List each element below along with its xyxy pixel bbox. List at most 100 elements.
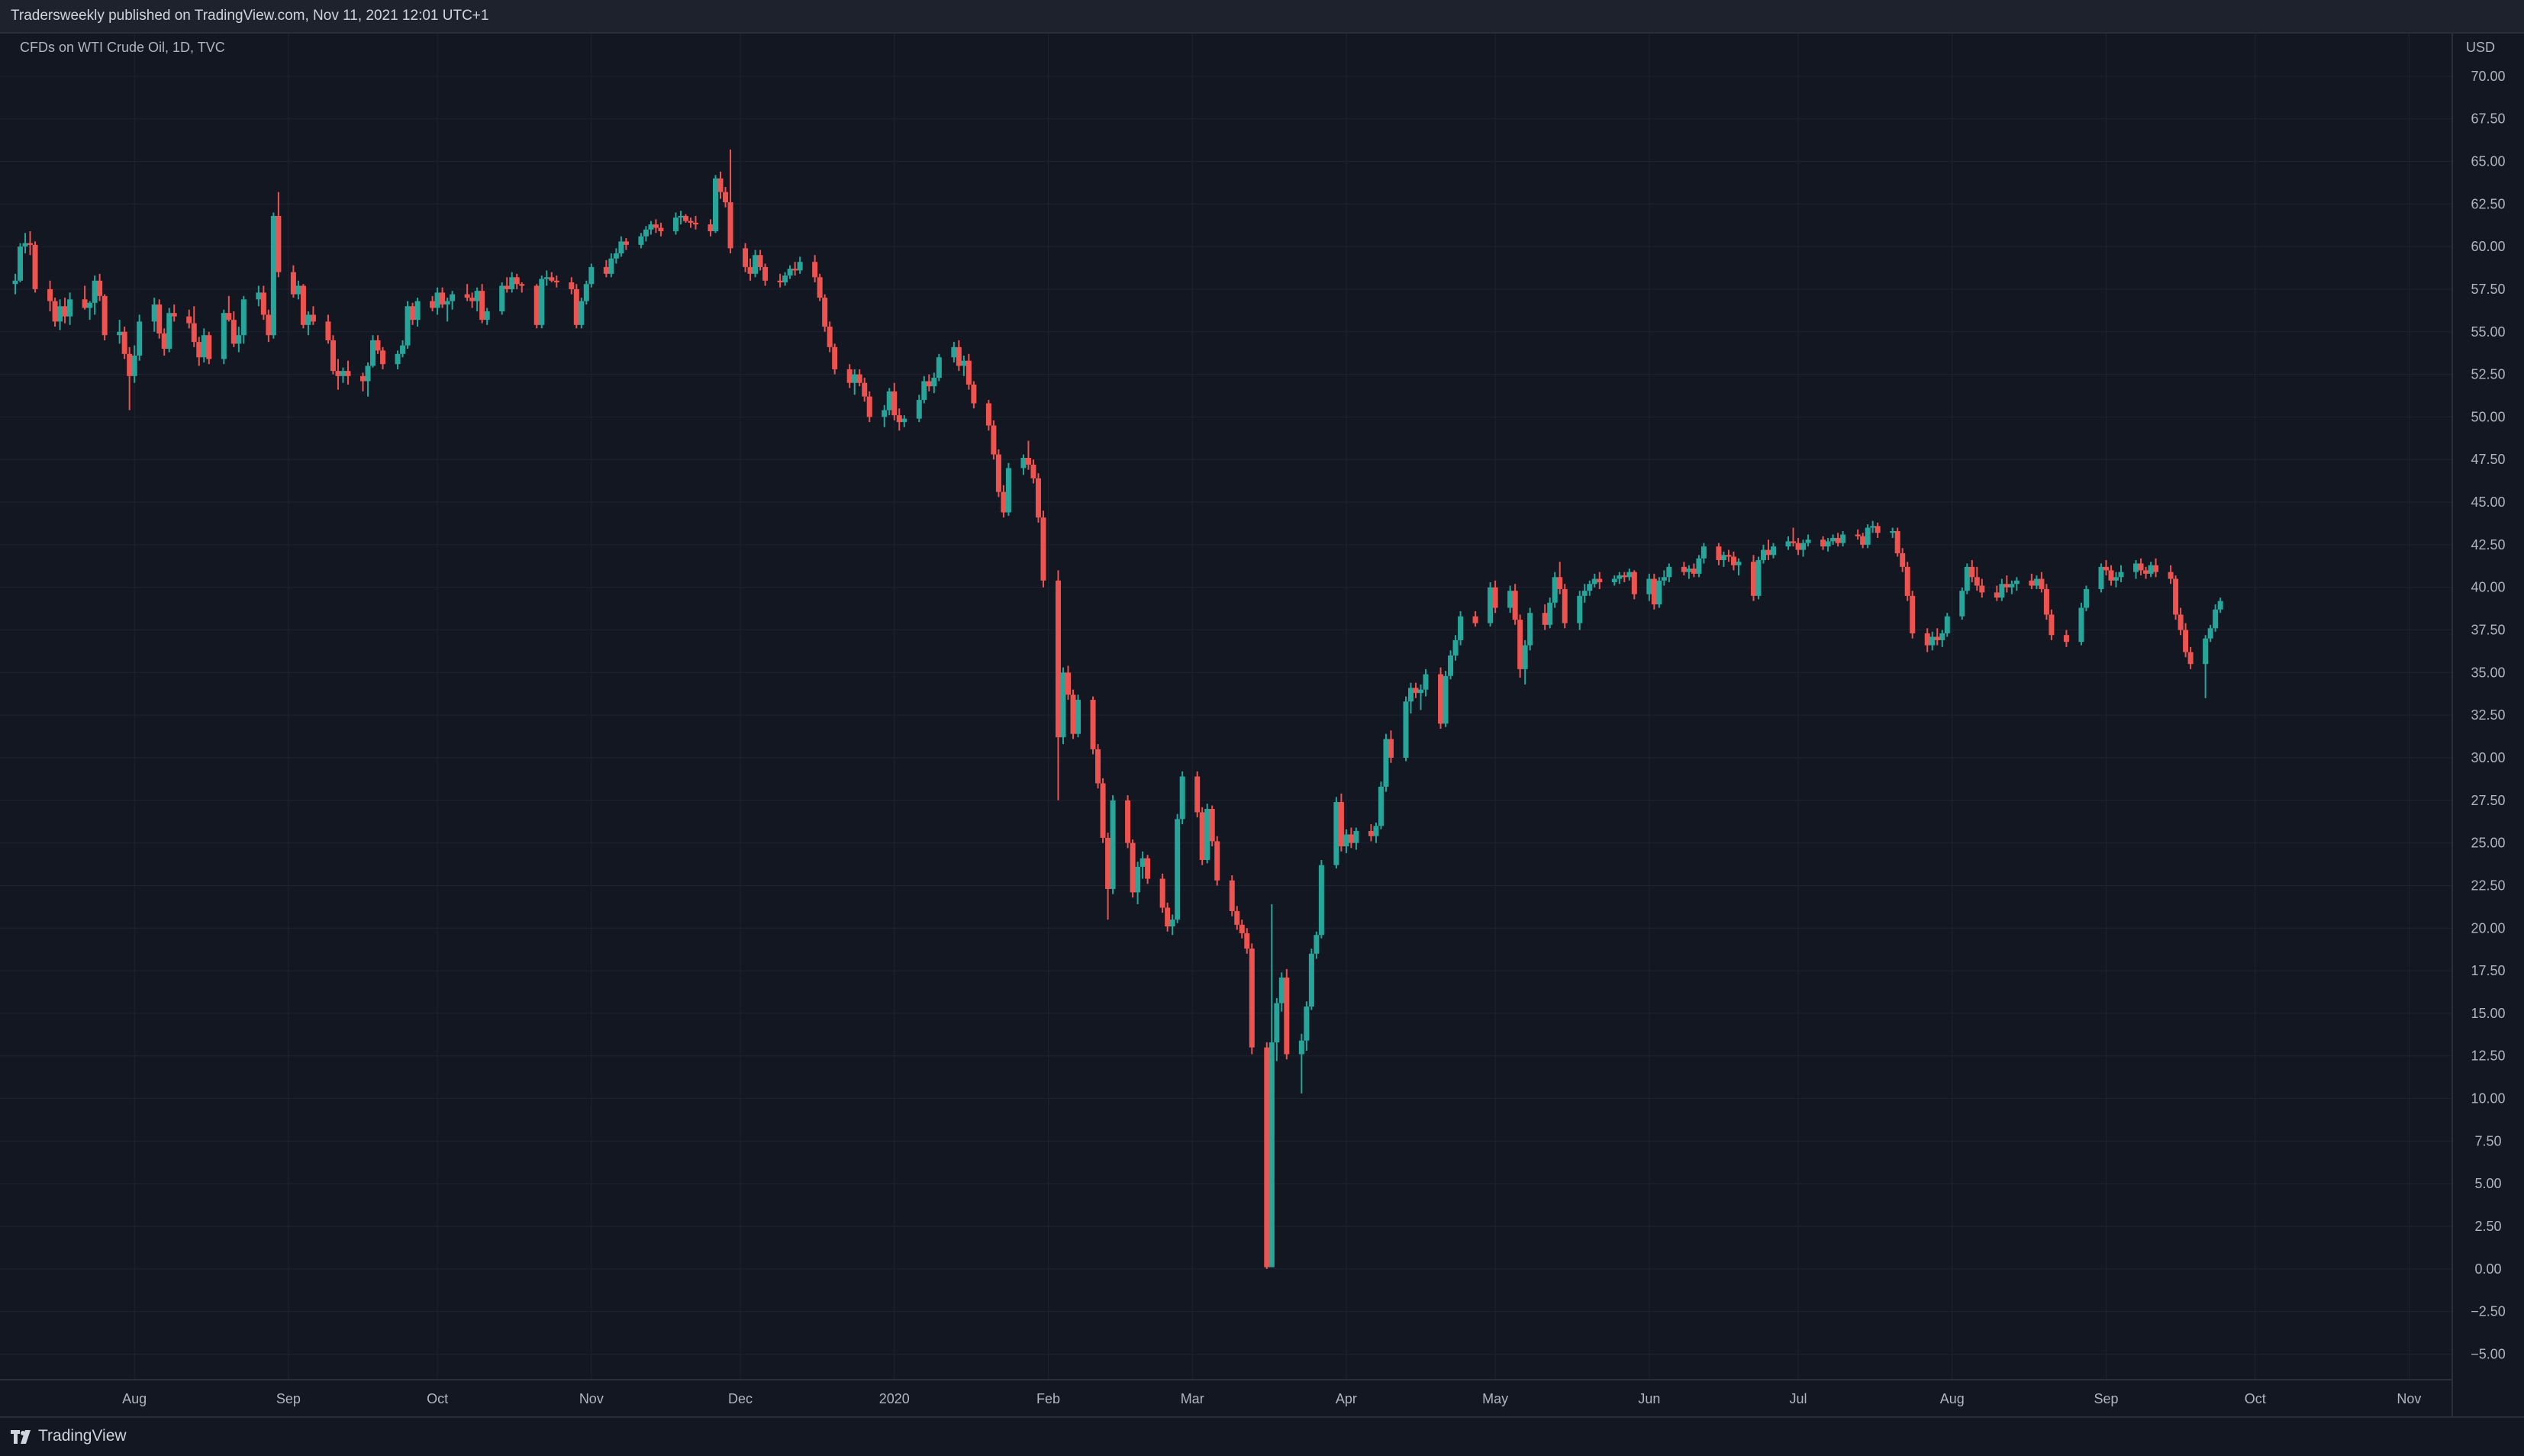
- candle-up: [1929, 631, 1936, 651]
- candle-down: [330, 335, 336, 375]
- candle-body: [1070, 694, 1076, 734]
- candle-body: [290, 272, 296, 295]
- candle-body: [52, 301, 58, 322]
- candle-body: [1591, 578, 1597, 585]
- candle-down: [519, 282, 525, 293]
- candle-body: [1840, 534, 1846, 543]
- price-tick-label: 37.50: [2471, 623, 2505, 638]
- candle-body: [812, 262, 818, 278]
- candle-body: [1209, 808, 1215, 842]
- candle-down: [1214, 836, 1220, 886]
- candle-body: [1035, 478, 1041, 518]
- candle-body: [1581, 591, 1588, 596]
- candle-body: [405, 306, 411, 346]
- candle-body: [891, 391, 898, 416]
- time-tick-label: Nov: [2397, 1391, 2421, 1406]
- candle-body: [1110, 800, 1116, 889]
- candle-body: [588, 266, 595, 285]
- candle-body: [87, 302, 93, 308]
- candle-body: [717, 178, 724, 192]
- candle-down: [1562, 584, 1568, 629]
- candle-up: [444, 298, 450, 322]
- chart-area[interactable]: 70.00 67.50 65.00 62.50 60.00 57.50 55.00 52.50…: [0, 34, 2524, 1416]
- candle-body: [305, 314, 311, 325]
- candle-body: [2039, 578, 2045, 589]
- candle-down: [127, 346, 133, 411]
- time-axis[interactable]: Aug Sep Oct Nov Dec 2020 Feb Mar Apr May Jun Jul Aug…: [122, 1391, 2421, 1406]
- candle-body: [1874, 526, 1881, 533]
- candle-body: [866, 396, 872, 417]
- candle-body: [2078, 607, 2084, 643]
- candle-up: [22, 233, 28, 254]
- price-tick-label: 57.50: [2471, 282, 2505, 297]
- candle-up: [921, 375, 927, 404]
- candle-up: [365, 362, 371, 397]
- candle-body: [1562, 588, 1568, 623]
- candle-up: [1825, 537, 1831, 552]
- candle-up: [1840, 531, 1846, 547]
- candle-up: [2083, 585, 2089, 611]
- candle-body: [1686, 569, 1692, 572]
- candle-body: [196, 342, 202, 358]
- candle-body: [643, 229, 649, 237]
- candle-body: [1492, 587, 1498, 608]
- candle-up: [1591, 573, 1597, 588]
- candle-up: [1278, 972, 1285, 1012]
- candle-body: [1994, 592, 2000, 598]
- candle-up: [1581, 584, 1588, 603]
- candle-body: [1890, 531, 1896, 533]
- candle-up: [18, 243, 24, 283]
- candle-down: [469, 292, 475, 308]
- candle-up: [1318, 859, 1324, 939]
- candle-body: [1929, 636, 1936, 646]
- candle-body: [330, 340, 336, 372]
- candle-up: [201, 328, 207, 362]
- candle-down: [1934, 628, 1940, 646]
- price-tick-label: 2.50: [2474, 1219, 2501, 1234]
- candle-body: [32, 244, 38, 289]
- candle-body: [1383, 739, 1389, 787]
- candle-body: [1835, 537, 1841, 543]
- candle-body: [1934, 636, 1940, 640]
- candle-body: [1979, 585, 1985, 593]
- candle-down: [410, 302, 416, 325]
- candle-body: [1785, 541, 1791, 547]
- candle-up: [1140, 851, 1146, 879]
- candle-down: [2187, 646, 2194, 669]
- candlestick-chart[interactable]: 70.00 67.50 65.00 62.50 60.00 57.50 55.00 52.50…: [0, 34, 2524, 1416]
- candle-down: [514, 273, 520, 289]
- candle-up: [1403, 696, 1409, 762]
- candle-body: [792, 269, 798, 271]
- candle-body: [340, 371, 346, 376]
- candle-down: [1750, 555, 1756, 601]
- candle-body: [1030, 464, 1036, 478]
- candle-body: [156, 304, 163, 333]
- candle-up: [588, 263, 595, 288]
- candle-down: [1835, 533, 1841, 547]
- candle-body: [2113, 577, 2119, 581]
- candle-body: [514, 277, 520, 285]
- candle-body: [171, 313, 177, 317]
- candle-body: [1557, 577, 1563, 589]
- candle-body: [519, 284, 525, 286]
- price-axis[interactable]: 70.00 67.50 65.00 62.50 60.00 57.50 55.00 52.50…: [2471, 69, 2506, 1362]
- candle-body: [579, 301, 585, 325]
- candle-up: [713, 175, 719, 234]
- candle-body: [1617, 575, 1623, 579]
- candle-up: [916, 395, 922, 423]
- candle-body: [151, 304, 157, 322]
- candle-body: [430, 301, 436, 308]
- candle-body: [1025, 457, 1031, 465]
- candle-up: [131, 345, 137, 383]
- candle-down: [1090, 696, 1096, 755]
- candle-body: [365, 366, 371, 382]
- candle-down: [965, 353, 972, 390]
- candle-body: [1646, 578, 1652, 594]
- candle-down: [156, 299, 163, 339]
- candle-body: [2187, 652, 2194, 665]
- candle-up: [643, 226, 649, 242]
- candle-body: [1452, 639, 1459, 656]
- candle-up: [1268, 904, 1275, 1268]
- time-tick-label: Dec: [728, 1391, 753, 1406]
- candle-body: [504, 285, 510, 289]
